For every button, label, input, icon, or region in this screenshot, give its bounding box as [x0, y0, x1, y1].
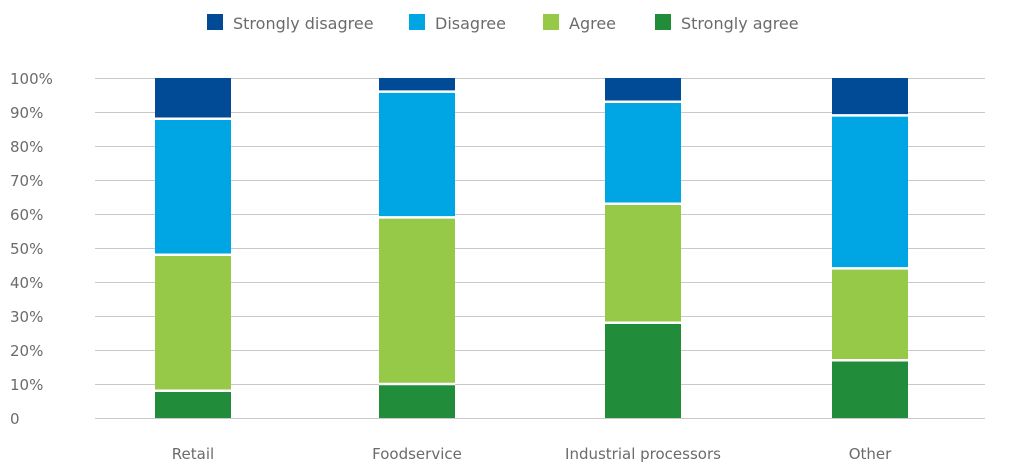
y-tick-label: 40%: [10, 274, 43, 292]
bar-segment-disagree-other: [832, 115, 908, 269]
y-axis-tick-labels: 0 10% 20% 30% 40% 50% 60% 70% 80% 90% 100%: [10, 70, 53, 428]
bar-segment-strongly-disagree-industrial-processors: [605, 78, 681, 102]
x-tick-label-other: Other: [849, 445, 892, 463]
legend-label-agree: Agree: [569, 14, 616, 33]
bars: [155, 78, 908, 418]
bar-segment-disagree-industrial-processors: [605, 101, 681, 204]
y-tick-label: 50%: [10, 240, 43, 258]
bar-segment-strongly-disagree-foodservice: [379, 78, 455, 92]
bar-segment-agree-foodservice: [379, 217, 455, 384]
bar-segment-agree-retail: [155, 254, 231, 391]
legend-swatch-disagree: [409, 14, 425, 30]
y-tick-label: 100%: [10, 70, 53, 88]
y-tick-label: 10%: [10, 376, 43, 394]
y-tick-label: 0: [10, 410, 20, 428]
y-tick-label: 60%: [10, 206, 43, 224]
y-tick-label: 20%: [10, 342, 43, 360]
y-tick-label: 80%: [10, 138, 43, 156]
bar-segment-strongly-disagree-retail: [155, 78, 231, 119]
bar-segment-strongly-agree-other: [832, 360, 908, 418]
legend-label-strongly-disagree: Strongly disagree: [233, 14, 374, 33]
legend-swatch-strongly-agree: [655, 14, 671, 30]
bar-segment-strongly-agree-foodservice: [379, 384, 455, 418]
bar-segment-agree-industrial-processors: [605, 203, 681, 323]
y-tick-label: 70%: [10, 172, 43, 190]
legend-swatch-strongly-disagree: [207, 14, 223, 30]
bar-segment-disagree-foodservice: [379, 91, 455, 218]
bar-segment-strongly-agree-industrial-processors: [605, 322, 681, 418]
bar-segment-disagree-retail: [155, 118, 231, 255]
legend-label-strongly-agree: Strongly agree: [681, 14, 799, 33]
bar-segment-strongly-agree-retail: [155, 390, 231, 418]
bar-segment-strongly-disagree-other: [832, 78, 908, 116]
legend: Strongly disagree Disagree Agree Strongly a…: [207, 14, 799, 33]
x-axis-tick-labels: Retail Foodservice Industrial processors Ot…: [172, 445, 892, 463]
legend-swatch-agree: [543, 14, 559, 30]
legend-label-disagree: Disagree: [435, 14, 506, 33]
y-tick-label: 90%: [10, 104, 43, 122]
x-tick-label-foodservice: Foodservice: [372, 445, 462, 463]
x-tick-label-industrial-processors: Industrial processors: [565, 445, 721, 463]
bar-segment-agree-other: [832, 268, 908, 361]
x-tick-label-retail: Retail: [172, 445, 214, 463]
y-tick-label: 30%: [10, 308, 43, 326]
